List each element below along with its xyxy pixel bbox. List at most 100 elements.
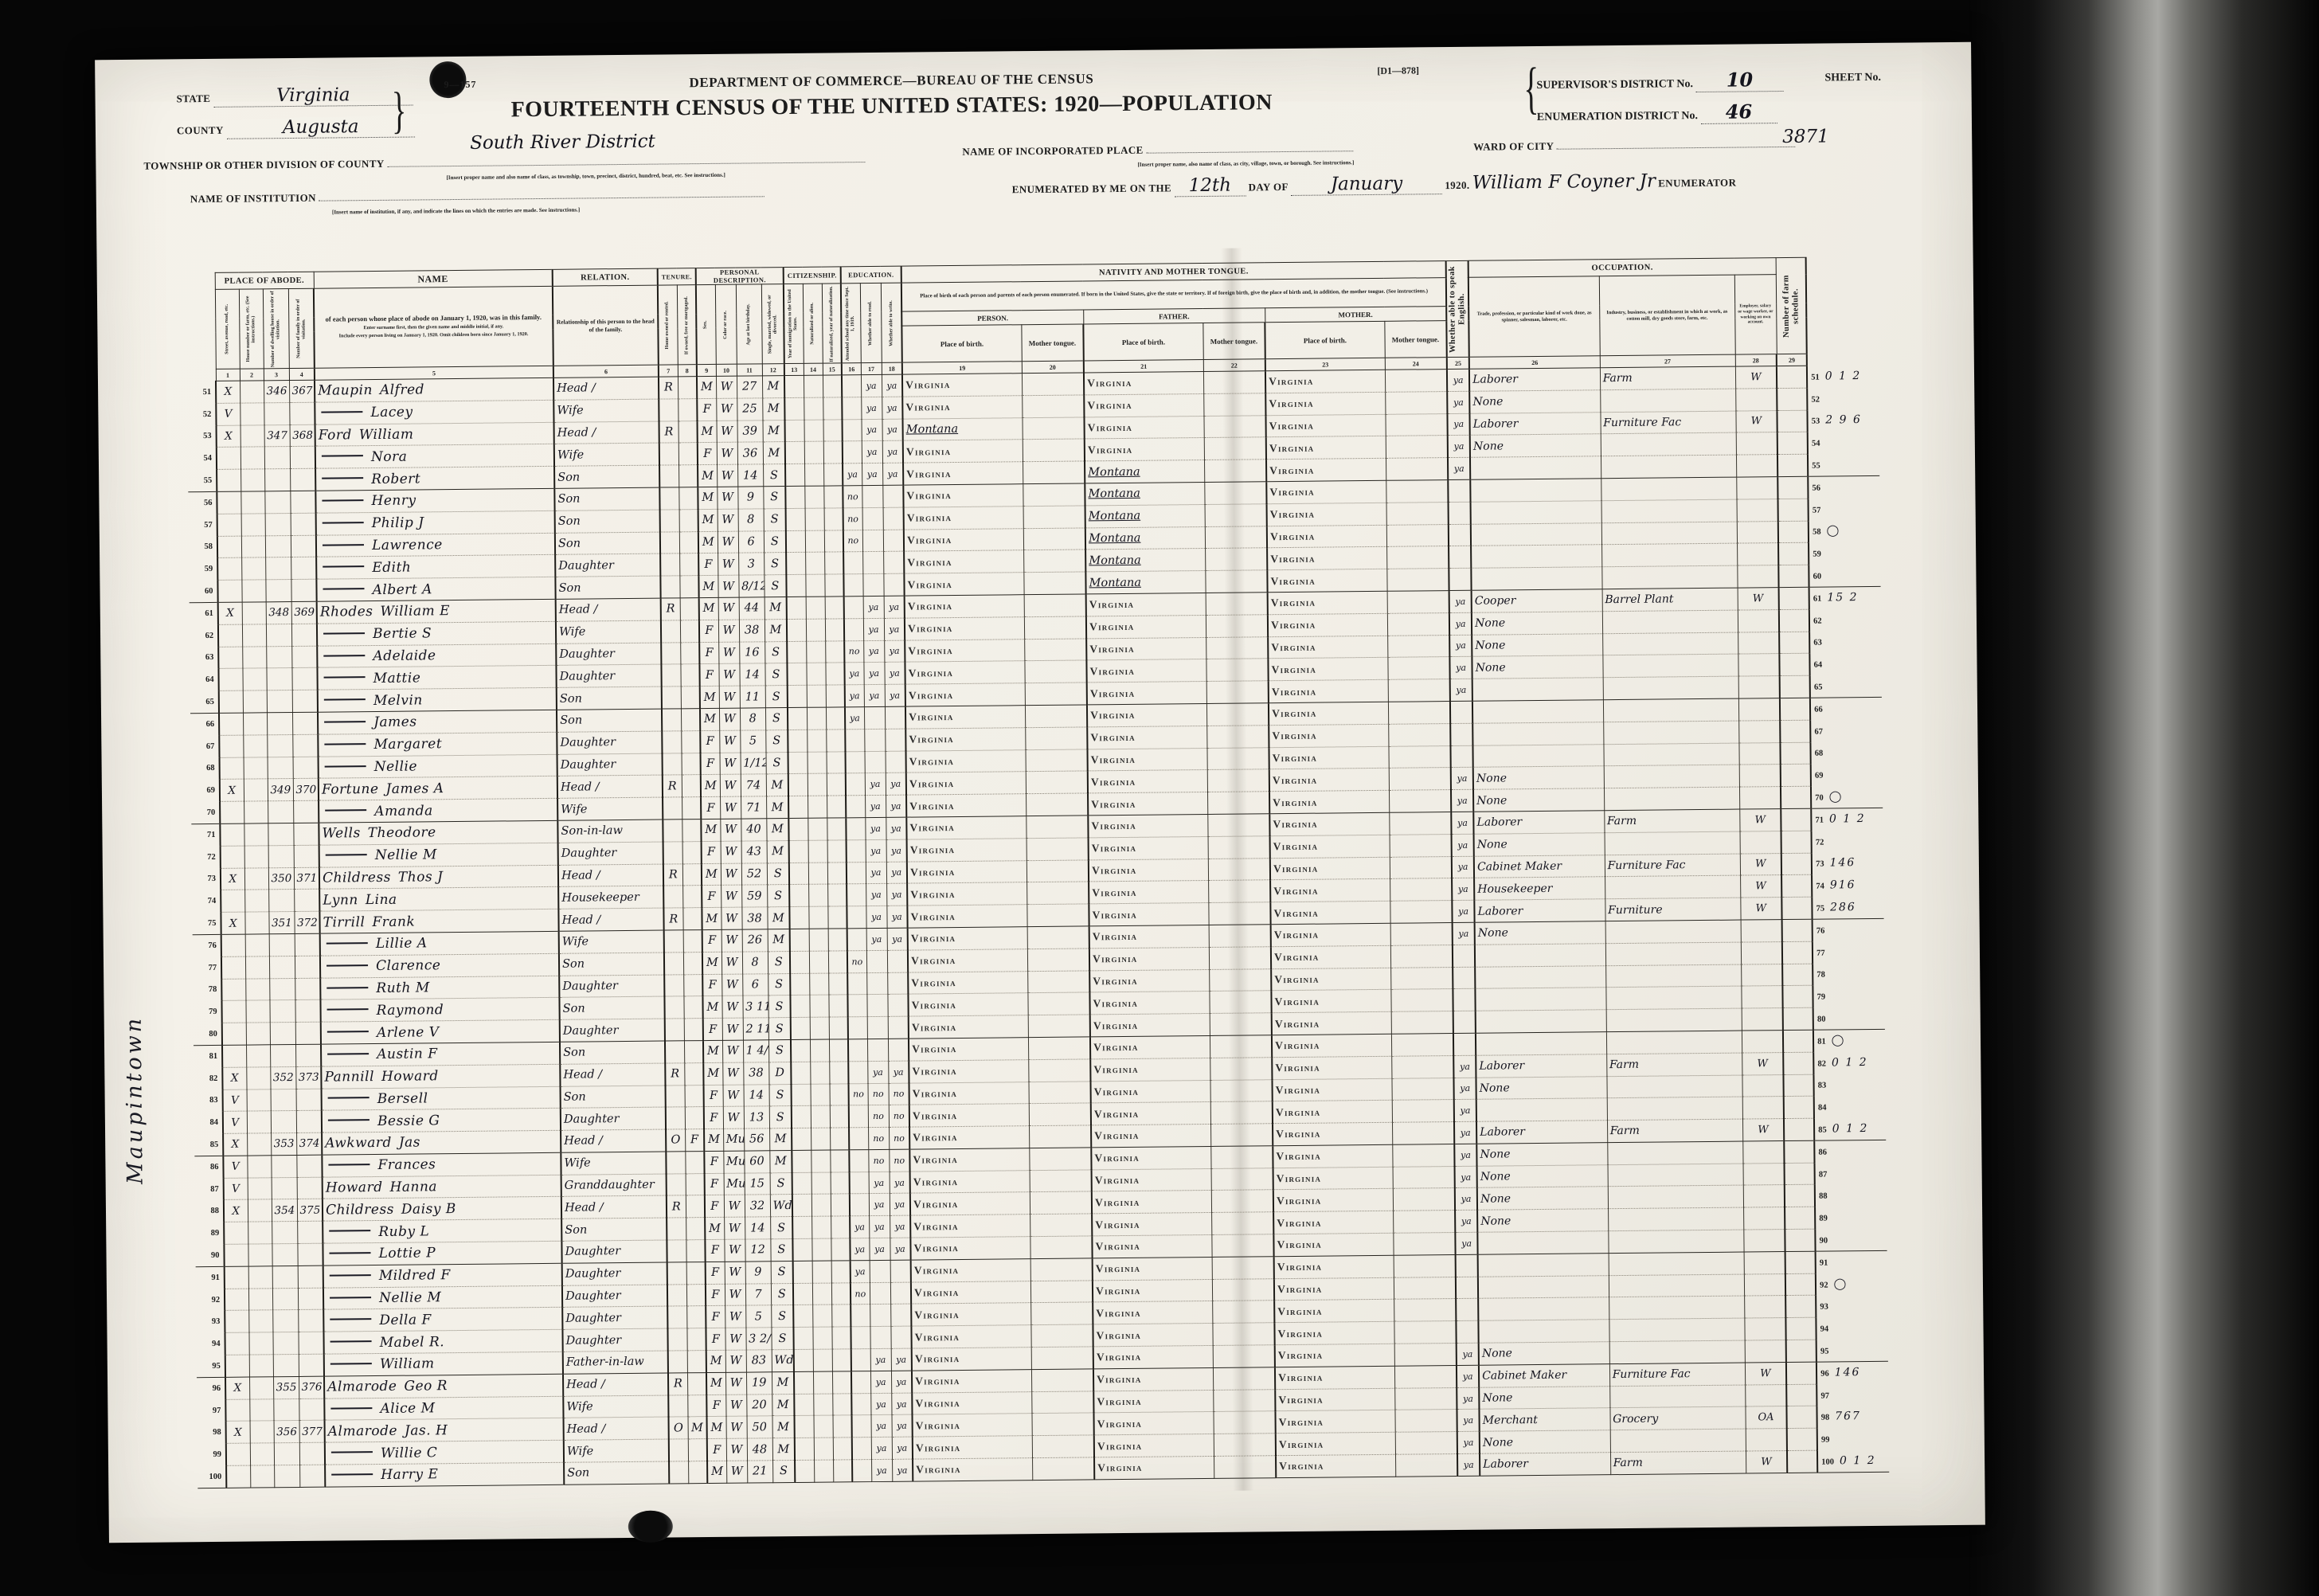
col-relation: Son	[560, 1040, 666, 1065]
col-industry: Farm	[1610, 1451, 1746, 1475]
col-relation: Daughter	[561, 1262, 667, 1285]
col-street-mark	[221, 934, 245, 957]
right-line-number: 97	[1820, 1391, 1830, 1401]
col-able-to-read: ya	[862, 618, 885, 641]
col-name: Edith	[316, 554, 556, 580]
col-marital-status: S	[771, 1327, 794, 1350]
line-number-left: 88	[194, 1199, 225, 1222]
col-age: 20	[746, 1394, 772, 1417]
col-occupation	[1471, 566, 1602, 591]
incorporated-note: [Insert proper name, also name of class,…	[1137, 159, 1355, 168]
col-family-number	[297, 1265, 323, 1289]
col-father-place-of-birth: Virginia	[1086, 681, 1207, 705]
col-immigration-year	[792, 1261, 812, 1284]
col-mother-tongue-mother	[1389, 856, 1453, 879]
county-value: Augusta	[282, 116, 359, 139]
col-family-number	[291, 557, 317, 580]
col-color-race: W	[719, 730, 741, 753]
col-mother-tongue-father	[1207, 813, 1270, 837]
census-page: STATE Virginia COUNTY Augusta } 9—157 DE…	[95, 41, 1985, 1543]
col-relation: Daughter	[559, 1019, 666, 1042]
enumerated-row: ENUMERATED BY ME ON THE 12th DAY OF Janu…	[1012, 170, 1737, 199]
col-age: 43	[741, 840, 767, 863]
col-able-to-read: ya	[871, 1459, 893, 1482]
col-farm-schedule	[1784, 1118, 1815, 1141]
line-number-left: 51	[186, 381, 217, 404]
col-attended-school: ya	[844, 684, 865, 707]
col-employer-code	[1735, 388, 1777, 411]
line-number-left: 61	[189, 602, 218, 625]
col-occupation: Housekeeper	[1474, 877, 1605, 901]
col-naturalized	[810, 1105, 831, 1129]
col-attended-school	[847, 906, 866, 929]
col-dwelling-number	[264, 491, 291, 514]
col-family-number	[292, 756, 319, 779]
col-farm-schedule	[1781, 852, 1813, 875]
line-number-left: 76	[192, 934, 221, 957]
col-mother-tongue-person	[1022, 439, 1085, 462]
line-number-right: 82 0 1 2	[1813, 1051, 1886, 1074]
col-father-place-of-birth: Virginia	[1087, 703, 1207, 727]
col-speaks-english: ya	[1452, 900, 1475, 923]
col-naturalized	[812, 1349, 833, 1372]
column-number-28: 28	[1734, 354, 1777, 367]
margin-annotation: 2 9 6	[1825, 413, 1862, 427]
col-able-to-write: ya	[891, 1414, 913, 1438]
line-number-right: 75 286	[1812, 896, 1884, 920]
col-home-owned	[661, 686, 682, 710]
col-farm-schedule	[1785, 1340, 1817, 1363]
col-name: William	[323, 1352, 564, 1377]
col-naturalization-year	[832, 1415, 852, 1438]
col-able-to-write: ya	[889, 1193, 911, 1216]
col-place-of-birth: Virginia	[911, 1324, 1031, 1349]
col-able-to-read: ya	[866, 906, 887, 929]
col-employer-code	[1741, 964, 1783, 987]
col-place-of-birth: Virginia	[902, 395, 1023, 419]
col-speaks-english: ya	[1447, 413, 1470, 436]
col-father-place-of-birth: Virginia	[1091, 1168, 1211, 1192]
col-color-race: W	[720, 819, 741, 842]
col-family-number	[295, 1044, 322, 1067]
col-color-race: W	[721, 951, 743, 974]
col-house-number	[241, 535, 266, 558]
col-relation: Daughter	[557, 753, 663, 776]
col-speaks-english	[1450, 723, 1473, 746]
col-place-of-birth: Virginia	[911, 1303, 1031, 1327]
col-family-number	[293, 844, 319, 868]
col-mother-tongue-father	[1205, 614, 1269, 638]
column-naturalization-year: If naturalized, year of naturalization.	[821, 283, 842, 364]
col-home-owned	[666, 1173, 686, 1196]
col-place-of-birth: Virginia	[911, 1347, 1032, 1371]
col-street-mark: X	[215, 381, 241, 404]
line-number-left: 86	[194, 1156, 224, 1179]
col-mother-place-of-birth: Virginia	[1268, 657, 1388, 681]
col-occupation: None	[1476, 1142, 1608, 1166]
col-house-number	[241, 624, 267, 647]
col-employer-code: W	[1735, 366, 1777, 389]
line-number-right: 81 ◯	[1813, 1029, 1886, 1052]
col-dwelling-number	[268, 823, 294, 846]
col-naturalized	[808, 839, 827, 863]
col-occupation: None	[1476, 1187, 1609, 1211]
col-occupation: Cabinet Maker	[1473, 855, 1605, 878]
col-speaks-english	[1448, 523, 1472, 546]
col-industry	[1605, 941, 1742, 966]
col-relation: Wife	[563, 1439, 670, 1463]
col-industry: Farm	[1606, 1052, 1742, 1077]
col-able-to-read: ya	[869, 1215, 890, 1238]
col-house-number	[249, 1421, 274, 1444]
col-mother-place-of-birth: Virginia	[1266, 503, 1386, 526]
col-immigration-year	[792, 1216, 812, 1239]
col-mother-place-of-birth: Virginia	[1273, 1166, 1393, 1191]
col-relation: Daughter	[559, 974, 665, 998]
col-dwelling-number	[268, 845, 294, 868]
col-mother-place-of-birth: Virginia	[1270, 901, 1390, 925]
col-free-mortgaged	[686, 1217, 706, 1240]
col-naturalization-year	[823, 441, 843, 464]
col-industry	[1601, 499, 1737, 523]
col-family-number	[298, 1309, 324, 1332]
col-mother-place-of-birth: Virginia	[1269, 702, 1389, 726]
col-industry	[1606, 1097, 1743, 1121]
col-color-race: W	[721, 929, 742, 953]
col-employer-code	[1745, 1384, 1787, 1407]
